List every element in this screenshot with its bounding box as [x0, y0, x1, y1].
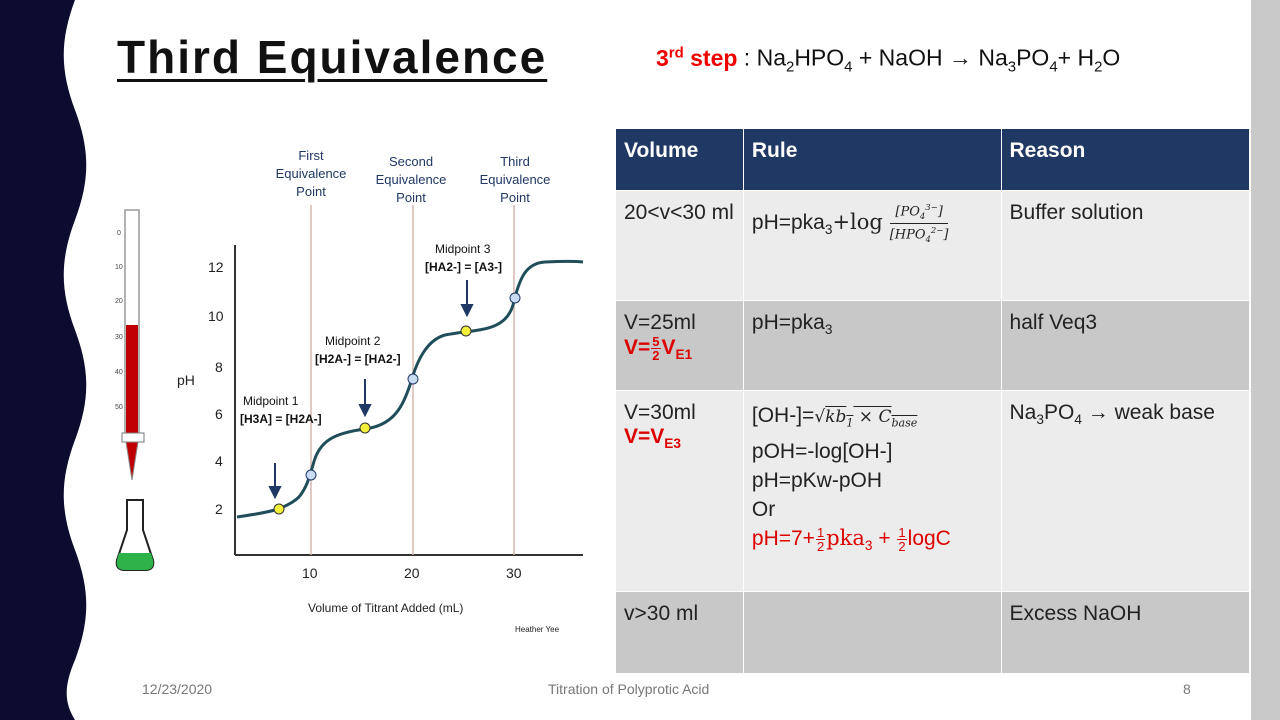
table-row: 20<v<30 ml pH=pka3+log [PO43−] [HPO42−] B…: [615, 190, 1251, 301]
svg-text:30: 30: [506, 565, 522, 581]
svg-text:Midpoint 2: Midpoint 2: [325, 334, 381, 348]
svg-text:First: First: [298, 148, 324, 163]
rules-table: Volume Rule Reason 20<v<30 ml pH=pka3+lo…: [615, 128, 1251, 674]
header-rule: Rule: [742, 128, 1002, 191]
svg-text:20: 20: [115, 298, 123, 305]
cell-reason: Na3PO4 → weak base: [1000, 390, 1251, 592]
reaction-step: 3rd step : Na2HPO4 + NaOH → Na3PO4+ H2O: [656, 44, 1121, 76]
svg-text:Midpoint 1: Midpoint 1: [243, 394, 299, 408]
table-row: v>30 ml Excess NaOH: [615, 591, 1251, 674]
cell-volume: v>30 ml: [615, 591, 744, 674]
cell-volume: 20<v<30 ml: [615, 190, 744, 301]
x-ticks: 10 20 30: [302, 565, 522, 581]
y-ticks: 2 4 6 8 10 12: [208, 259, 224, 517]
flask-illustration: [115, 499, 155, 571]
header-volume: Volume: [615, 128, 744, 191]
cell-reason: Buffer solution: [1000, 190, 1251, 301]
midpoint-3-dot: [460, 325, 472, 337]
svg-text:0: 0: [117, 230, 121, 237]
svg-text:40: 40: [115, 369, 123, 376]
burette-illustration: 0 10 20 30 40 50: [115, 209, 145, 481]
svg-text:Equivalence: Equivalence: [376, 172, 447, 187]
equivalence-3-dot: [509, 292, 521, 304]
cell-rule: pH=pka3: [742, 300, 1002, 391]
footer-title: Titration of Polyprotic Acid: [548, 681, 710, 697]
equivalence-labels: First Equivalence Point Second Equivalen…: [276, 148, 551, 205]
svg-text:Third: Third: [500, 154, 530, 169]
svg-text:[HA2-] = [A3-]: [HA2-] = [A3-]: [425, 260, 502, 274]
cell-volume: V=25ml V= 5 2 VE1: [615, 300, 744, 391]
slide-title: Third Equivalence: [117, 31, 548, 83]
midpoint-1-dot: [273, 503, 285, 515]
midpoint-labels: Midpoint 1 [H3A] = [H2A-] Midpoint 2 [H2…: [240, 242, 502, 426]
right-decorative-band: [1251, 0, 1280, 720]
svg-text:10: 10: [302, 565, 318, 581]
svg-text:12: 12: [208, 259, 224, 275]
equivalence-2-dot: [407, 373, 419, 385]
table-row: V=25ml V= 5 2 VE1 pH=pka3 half Veq3: [615, 300, 1251, 391]
svg-text:10: 10: [115, 264, 123, 271]
page-number: 8: [1183, 681, 1191, 697]
cell-rule: pH=pka3+log [PO43−] [HPO42−]: [742, 190, 1002, 301]
equivalence-1-dot: [305, 469, 317, 481]
svg-text:2: 2: [215, 501, 223, 517]
svg-text:Midpoint 3: Midpoint 3: [435, 242, 491, 256]
titration-curve-figure: 0 10 20 30 40 50 pH Volume of Titrant Ad…: [115, 148, 584, 634]
svg-text:Point: Point: [396, 190, 426, 205]
svg-text:Point: Point: [296, 184, 326, 199]
cell-rule: [OH-]=√kb1 × Cbase pOH=-log[OH-] pH=pKw-…: [742, 390, 1002, 592]
table-row: V=30ml V=VE3 [OH-]=√kb1 × Cbase pOH=-log…: [615, 390, 1251, 592]
left-decorative-band: [0, 0, 87, 720]
svg-text:Point: Point: [500, 190, 530, 205]
y-axis-label: pH: [177, 372, 195, 388]
titration-curve: [236, 259, 584, 519]
svg-text:30: 30: [115, 334, 123, 341]
svg-text:Equivalence: Equivalence: [480, 172, 551, 187]
svg-text:Equivalence: Equivalence: [276, 166, 347, 181]
sqrt-expression: √kb1 × Cbase: [814, 407, 918, 430]
footer-date: 12/23/2020: [142, 681, 213, 697]
cell-volume: V=30ml V=VE3: [615, 390, 744, 592]
svg-text:[H2A-] = [HA2-]: [H2A-] = [HA2-]: [315, 352, 401, 366]
x-axis-label: Volume of Titrant Added (mL): [308, 601, 463, 615]
cell-reason: half Veq3: [1000, 300, 1251, 391]
midpoint-2-dot: [359, 422, 371, 434]
svg-text:10: 10: [208, 308, 224, 324]
svg-text:[H3A] = [H2A-]: [H3A] = [H2A-]: [240, 412, 322, 426]
svg-text:50: 50: [115, 404, 123, 411]
cell-rule: [742, 591, 1002, 674]
svg-text:4: 4: [215, 453, 223, 469]
log-ratio-fraction: [PO43−] [HPO42−]: [889, 202, 949, 244]
header-reason: Reason: [1000, 128, 1251, 191]
svg-text:Second: Second: [389, 154, 433, 169]
svg-text:20: 20: [404, 565, 420, 581]
step-label: 3rd step: [656, 44, 738, 71]
credit: Heather Yee: [515, 625, 560, 634]
svg-text:8: 8: [215, 359, 223, 375]
cell-reason: Excess NaOH: [1000, 591, 1251, 674]
table-header-row: Volume Rule Reason: [615, 128, 1251, 191]
svg-text:6: 6: [215, 406, 223, 422]
